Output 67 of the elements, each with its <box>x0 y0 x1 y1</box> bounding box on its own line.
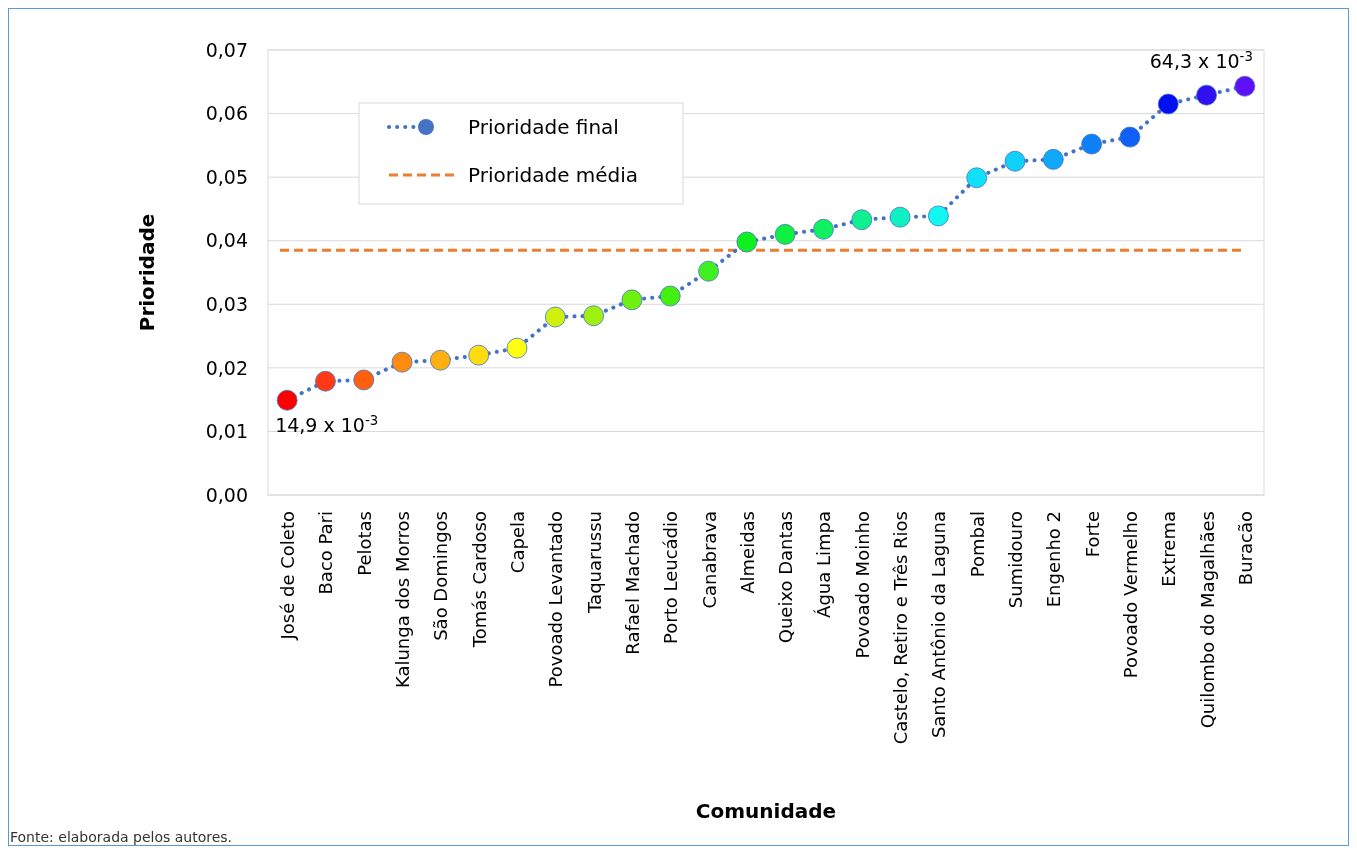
y-tick-label: 0,01 <box>205 420 248 443</box>
point <box>468 344 490 366</box>
point <box>276 389 298 411</box>
x-tick-label: Extrema <box>1158 511 1180 587</box>
source-note: Fonte: elaborada pelos autores. <box>10 829 233 845</box>
y-tick-label: 0,07 <box>205 38 248 61</box>
x-tick-label: Povoado Moinho <box>851 511 873 659</box>
point <box>889 206 911 228</box>
point <box>391 351 413 373</box>
x-tick-label: Pelotas <box>353 511 375 576</box>
x-tick-label: Kalunga dos Morros <box>392 511 414 689</box>
x-tick-label: Buracão <box>1234 511 1256 586</box>
y-tick-label: 0,00 <box>205 483 248 506</box>
point <box>851 209 873 231</box>
point <box>1157 93 1179 115</box>
point <box>621 289 643 311</box>
x-tick-label: Queixo Dantas <box>775 511 797 644</box>
x-tick-label: Povoado Vermelho <box>1119 511 1141 679</box>
point <box>353 369 375 391</box>
point <box>583 305 605 327</box>
legend-label: Prioridade média <box>468 163 639 187</box>
x-tick-label: Capela <box>507 511 528 574</box>
point <box>813 218 834 240</box>
x-tick-label: Engenho 2 <box>1043 511 1065 608</box>
x-tick-label: Pombal <box>966 511 988 578</box>
x-tick-label: Rafael Machado <box>621 511 643 655</box>
y-tick-label: 0,02 <box>205 356 248 379</box>
point <box>1042 148 1064 170</box>
point <box>659 285 681 307</box>
point <box>1119 126 1141 148</box>
point <box>774 223 796 245</box>
x-axis-title: Comunidade <box>695 799 837 823</box>
point <box>736 231 758 253</box>
x-tick-label: Água Limpa <box>813 511 835 618</box>
point <box>698 260 719 282</box>
x-tick-label: Tomás Cardoso <box>468 511 490 649</box>
y-tick-label: 0,03 <box>205 292 248 315</box>
point <box>506 337 528 359</box>
point <box>1081 133 1103 155</box>
x-tick-label: Povoado Levantado <box>545 511 567 688</box>
y-tick-label: 0,06 <box>205 102 248 125</box>
point <box>429 349 451 371</box>
x-tick-label: Quilombo do Magalhães <box>1196 511 1218 729</box>
point <box>966 167 988 189</box>
point <box>927 205 949 227</box>
y-tick-label: 0,04 <box>205 229 248 252</box>
x-tick-label: José de Coleto <box>277 511 299 641</box>
legend-label: Prioridade final <box>468 115 619 139</box>
point <box>1196 84 1217 106</box>
x-tick-label: Porto Leucádio <box>660 511 682 644</box>
x-tick-label: São Domingos <box>430 511 452 641</box>
y-tick-label: 0,05 <box>205 165 248 188</box>
point <box>315 370 336 392</box>
x-tick-label: Baco Pari <box>315 511 337 595</box>
x-tick-label: Taquarussu <box>583 511 605 614</box>
annotation: 64,3 x 10$^{-3}$ <box>1149 48 1253 73</box>
x-tick-label: Forte <box>1081 511 1103 558</box>
point <box>544 306 566 328</box>
x-tick-label: Almeidas <box>736 511 758 594</box>
annotation: 14,9 x 10$^{-3}$ <box>275 412 379 437</box>
point <box>1004 150 1026 172</box>
x-tick-label: Canabrava <box>698 511 720 609</box>
x-tick-label: Sumidouro <box>1005 511 1026 609</box>
x-tick-label: Castelo, Retiro e Três Rios <box>890 511 912 745</box>
y-axis-title: Prioridade <box>135 213 159 332</box>
point <box>1234 75 1256 97</box>
x-tick-label: Santo Antônio da Laguna <box>928 511 950 739</box>
